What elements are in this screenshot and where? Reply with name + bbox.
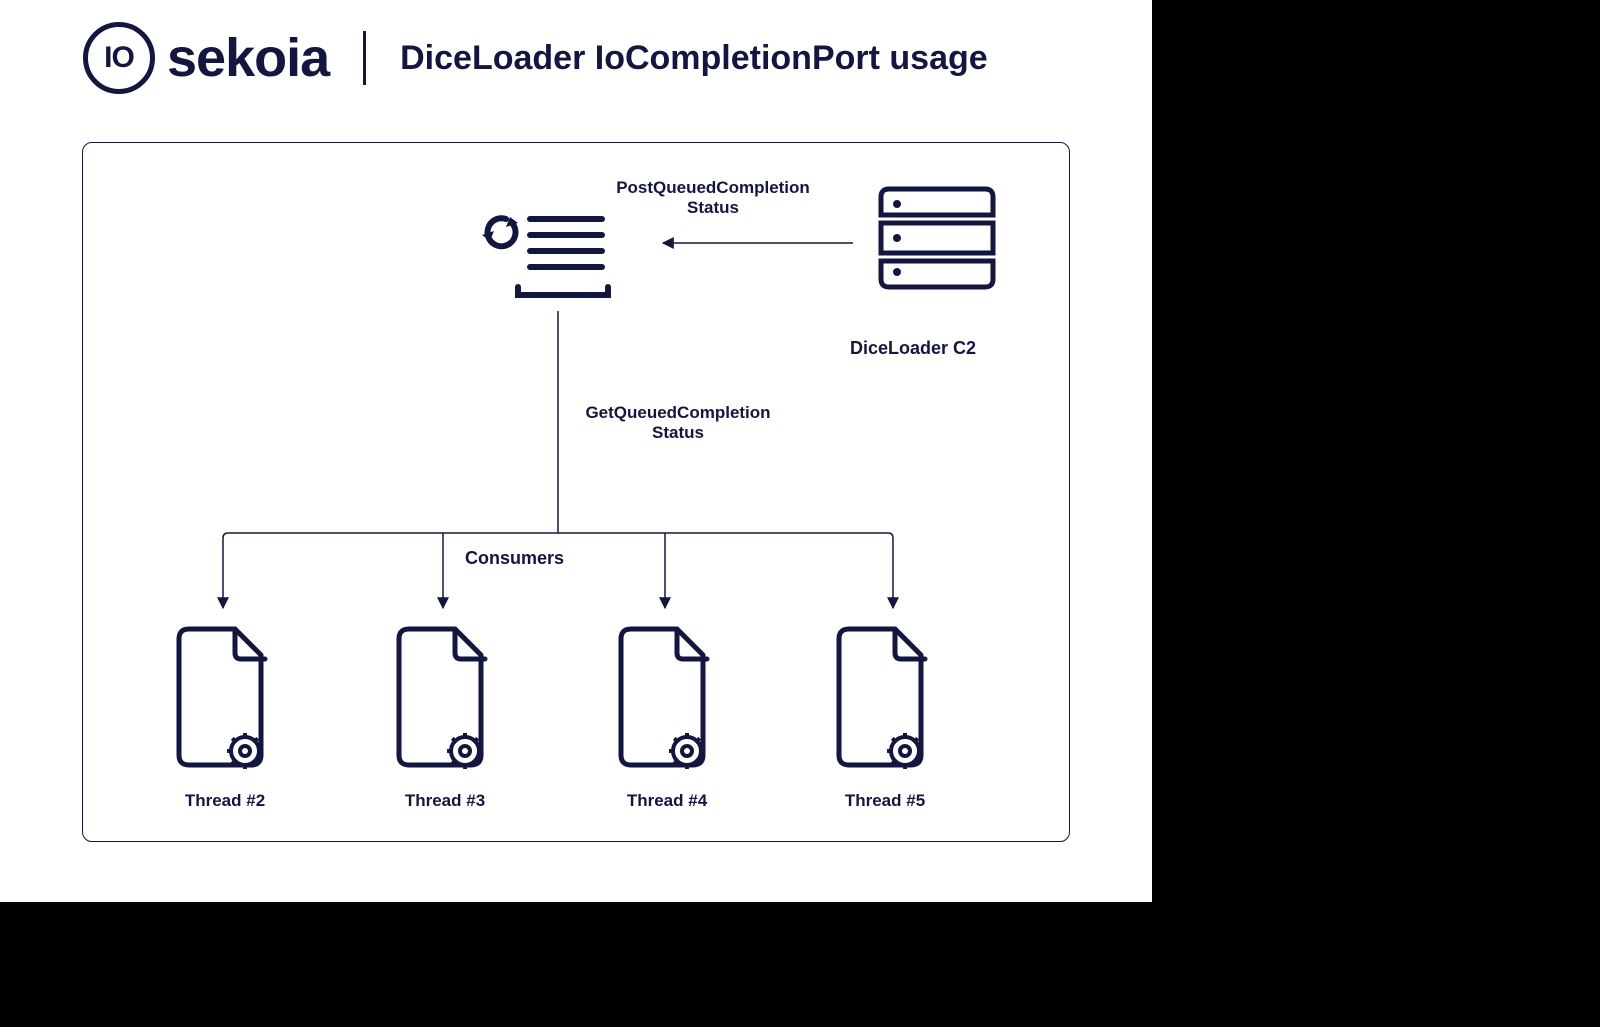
thread-node: Thread #5	[835, 623, 935, 811]
consumers-label: Consumers	[465, 548, 564, 569]
get-edge-label-line2: Status	[652, 423, 704, 442]
server-icon	[873, 185, 1003, 305]
diagram-frame: DiceLoader C2	[82, 142, 1070, 842]
thread-label: Thread #4	[617, 791, 717, 811]
thread-node: Thread #3	[395, 623, 495, 811]
thread-node: Thread #2	[175, 623, 275, 811]
thread-label: Thread #3	[395, 791, 495, 811]
file-gear-icon	[617, 623, 717, 783]
post-edge-label-line2: Status	[687, 198, 739, 217]
file-gear-icon	[395, 623, 495, 783]
brand-logo: IO sekoia	[83, 22, 329, 94]
thread-label: Thread #2	[175, 791, 275, 811]
post-edge-label-line1: PostQueuedCompletion	[616, 178, 810, 197]
brand-wordmark: sekoia	[167, 27, 329, 89]
server-label: DiceLoader C2	[803, 338, 1023, 359]
page-canvas: IO sekoia DiceLoader IoCompletionPort us…	[0, 0, 1152, 902]
header: IO sekoia DiceLoader IoCompletionPort us…	[0, 0, 1152, 94]
get-edge-label: GetQueuedCompletion Status	[578, 403, 778, 443]
file-gear-icon	[835, 623, 935, 783]
get-edge-label-line1: GetQueuedCompletion	[585, 403, 770, 422]
io-badge-icon: IO	[83, 22, 155, 94]
separator	[363, 31, 366, 85]
thread-node: Thread #4	[617, 623, 717, 811]
post-edge-label: PostQueuedCompletion Status	[613, 178, 813, 218]
queue-icon	[476, 197, 616, 302]
thread-label: Thread #5	[835, 791, 935, 811]
file-gear-icon	[175, 623, 275, 783]
diagram-title: DiceLoader IoCompletionPort usage	[400, 39, 988, 78]
